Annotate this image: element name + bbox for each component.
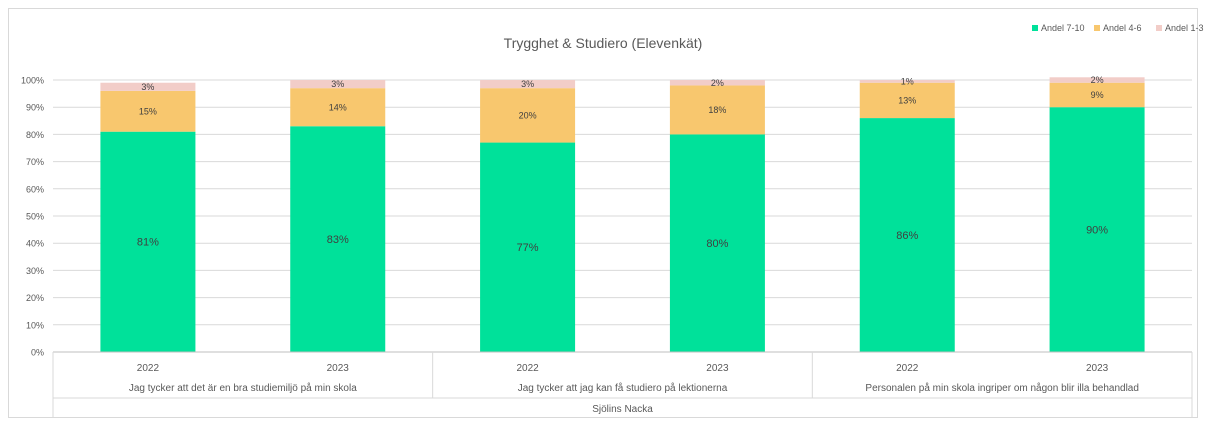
data-label: 9% [1091,90,1104,100]
legend-swatch [1094,25,1100,31]
data-label: 83% [327,234,349,246]
x-tick-label: 2023 [1086,363,1109,374]
bar-segment [859,82,955,119]
data-label: 2% [1091,75,1104,85]
bar-segment [480,80,576,89]
bar-segment [669,80,765,86]
data-label: 3% [331,79,344,89]
data-label: 77% [517,242,539,254]
x-tick-label: 2023 [706,363,729,374]
data-label: 81% [137,237,159,249]
bar-segment [100,131,196,352]
x-tick-label: 2022 [516,363,539,374]
data-label: 90% [1086,224,1108,236]
y-tick-label: 10% [26,320,44,330]
x-group-label: Jag tycker att jag kan få studiero på le… [518,382,728,394]
bar-segment [480,142,576,352]
data-label: 80% [706,238,728,250]
chart-title: Trygghet & Studiero (Elevenkät) [504,35,703,51]
x-tick-label: 2022 [896,363,919,374]
chart-border [8,8,1198,418]
data-label: 18% [708,105,726,115]
bar-segment [1049,107,1145,352]
bar-segment [290,126,386,353]
x-group-label: Jag tycker att det är en bra studiemiljö… [129,382,357,394]
data-label: 15% [139,106,157,116]
legend-swatch [1156,25,1162,31]
y-tick-label: 20% [26,293,44,303]
bar-segment [290,80,386,89]
bar-segment [669,134,765,352]
data-label: 2% [711,78,724,88]
x-tick-label: 2023 [327,363,350,374]
y-tick-label: 0% [31,348,44,358]
bar-segment [1049,77,1145,83]
bar-segment [859,80,955,83]
bar-segment [100,82,196,91]
y-tick-label: 60% [26,184,44,194]
x-tick-label: 2022 [137,363,160,374]
x-outer-group-label: Sjölins Nacka [592,404,653,415]
legend-label: Andel 7-10 [1041,23,1085,33]
legend-label: Andel 4-6 [1103,23,1142,33]
legend-swatch [1032,25,1038,31]
legend: Andel 7-10 Andel 4-6 Andel 1-3 [1032,23,1204,33]
data-label: 3% [141,82,154,92]
data-label: 3% [521,79,534,89]
data-label: 86% [896,230,918,242]
x-axis: 2022 2023 2022 2023 2022 2023 Jag tycker att d… [52,351,1193,417]
bar-segment [100,90,196,132]
y-tick-label: 50% [26,212,44,222]
y-axis: 0% 10% 20% 30% 40% 50% 60% 70% 80% 90% 100% [21,76,44,358]
legend-label: Andel 1-3 [1165,23,1204,33]
y-tick-label: 70% [26,157,44,167]
y-tick-label: 40% [26,239,44,249]
y-tick-label: 100% [21,76,44,86]
bar-segment [859,118,955,352]
data-label: 13% [898,96,916,106]
data-label: 14% [329,102,347,112]
bar-segment [1049,82,1145,108]
y-tick-label: 30% [26,266,44,276]
y-tick-label: 80% [26,130,44,140]
y-tick-label: 90% [26,103,44,113]
data-label: 20% [519,111,537,121]
data-label: 1% [901,77,914,87]
x-group-label: Personalen på min skola ingriper om någo… [865,382,1139,394]
bars: 81% 15% 3% 83% 14% 3% 77% 20% 3% 80% 18% 2% 86% 13% 1%… [100,75,1145,353]
bar-segment [669,85,765,135]
bar-segment [290,88,386,127]
bar-segment [480,88,576,143]
